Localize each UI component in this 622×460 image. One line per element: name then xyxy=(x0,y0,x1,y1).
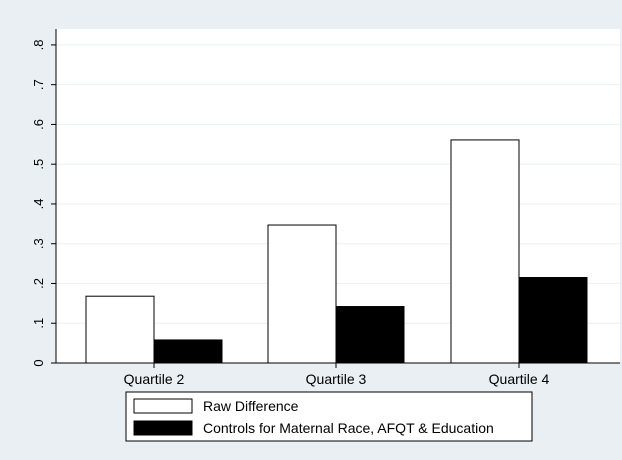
y-tick-label: 0 xyxy=(31,359,46,366)
y-tick-label: .5 xyxy=(31,159,46,170)
y-tick-label: .6 xyxy=(31,119,46,130)
bar-controls-3 xyxy=(335,306,405,364)
bar-raw-difference-2 xyxy=(85,295,155,364)
y-tick-label: .8 xyxy=(31,39,46,50)
y-axis-ticks: 0 .1 .2 .3 .4 .5 .6 .7 .8 xyxy=(31,39,56,367)
legend-swatch-raw-difference xyxy=(133,398,193,414)
legend-box xyxy=(125,391,533,442)
x-tick-label: Quartile 3 xyxy=(306,371,367,387)
y-tick-label: .3 xyxy=(31,238,46,249)
bar-controls-4 xyxy=(518,277,588,364)
bar-raw-difference-4 xyxy=(450,139,520,364)
gridlines xyxy=(56,44,620,324)
y-tick-label: .4 xyxy=(31,199,46,210)
x-axis-ticks: Quartile 2 Quartile 3 Quartile 4 xyxy=(124,363,550,387)
legend-label: Controls for Maternal Race, AFQT & Educa… xyxy=(203,420,494,436)
y-tick-label: .1 xyxy=(31,318,46,329)
x-tick-label: Quartile 4 xyxy=(489,371,550,387)
bar-controls-2 xyxy=(153,339,223,364)
bars xyxy=(85,139,588,364)
y-tick-label: .7 xyxy=(31,79,46,90)
legend-swatch-controls xyxy=(133,420,193,436)
bar-raw-difference-3 xyxy=(267,224,337,364)
legend: Raw Difference Controls for Maternal Race… xyxy=(125,391,533,442)
y-tick-label: .2 xyxy=(31,278,46,289)
legend-items: Raw Difference Controls for Maternal Race… xyxy=(133,398,494,436)
x-tick-label: Quartile 2 xyxy=(124,371,185,387)
legend-label: Raw Difference xyxy=(203,398,299,414)
